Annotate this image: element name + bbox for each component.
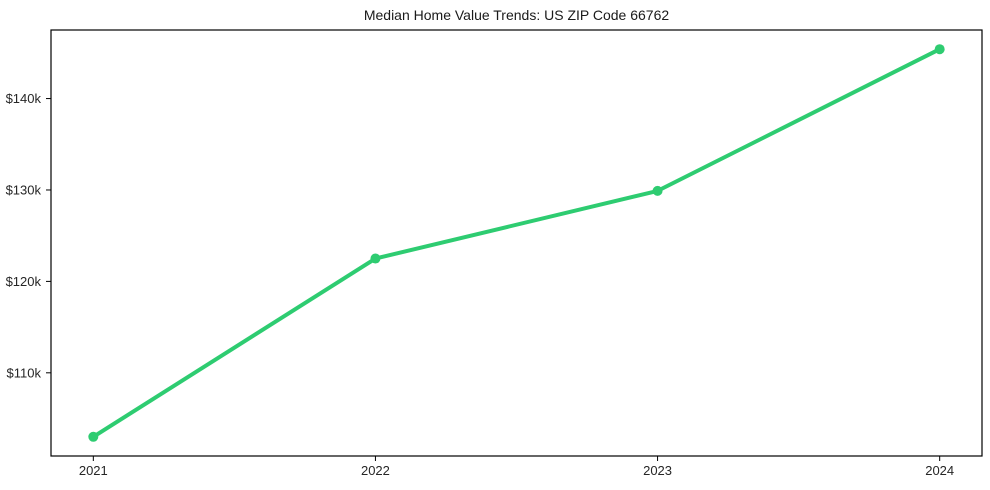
data-point (370, 253, 381, 264)
y-tick-label: $110k (7, 365, 42, 380)
x-tick-label: 2024 (925, 463, 954, 478)
x-tick-label: 2023 (643, 463, 672, 478)
x-tick-label: 2022 (361, 463, 390, 478)
data-point (652, 185, 663, 196)
y-tick-label: $120k (6, 274, 42, 289)
plot-border (50, 29, 983, 457)
y-tick-label: $140k (6, 91, 42, 106)
y-tick-label: $130k (6, 182, 42, 197)
trend-line (91, 47, 942, 439)
x-tick-label: 2021 (79, 463, 108, 478)
chart-title: Median Home Value Trends: US ZIP Code 66… (363, 7, 670, 23)
data-point (934, 44, 945, 55)
data-point (88, 431, 99, 442)
